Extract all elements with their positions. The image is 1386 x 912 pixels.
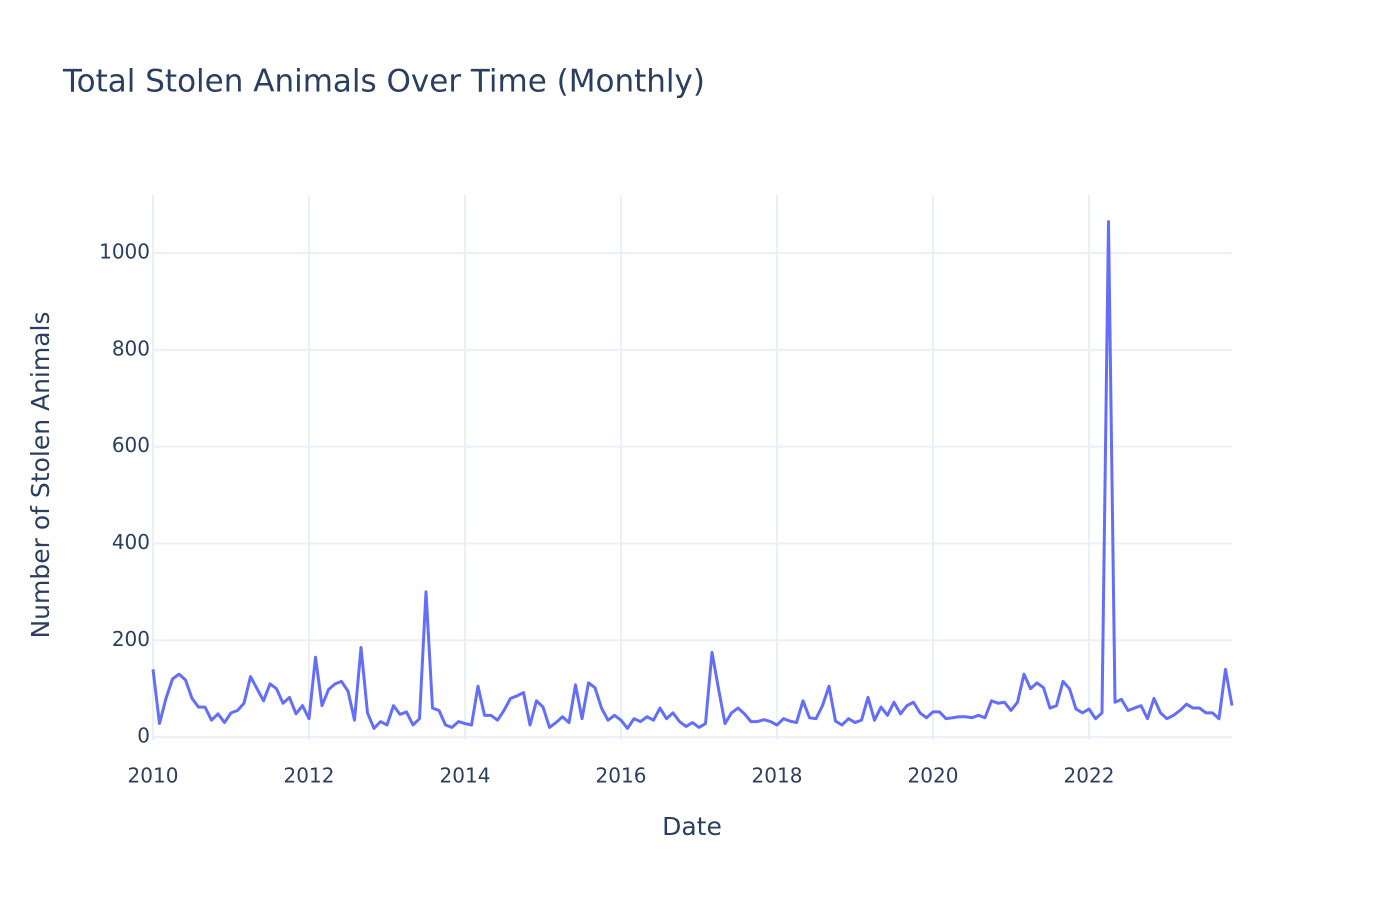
x-tick-label: 2018 <box>752 764 803 788</box>
y-axis-title: Number of Stolen Animals <box>26 311 55 638</box>
y-tick-label: 200 <box>112 627 150 651</box>
y-tick-label: 800 <box>112 336 150 360</box>
y-tick-label: 0 <box>137 724 150 748</box>
y-tick-label: 600 <box>112 433 150 457</box>
x-tick-label: 2022 <box>1064 764 1115 788</box>
y-tick-label: 1000 <box>99 240 150 264</box>
x-tick-label: 2014 <box>440 764 491 788</box>
x-tick-label: 2016 <box>596 764 647 788</box>
x-tick-label: 2020 <box>908 764 959 788</box>
line-series <box>151 220 1234 730</box>
y-tick-label: 400 <box>112 530 150 554</box>
x-axis-title: Date <box>662 812 722 841</box>
x-tick-label: 2010 <box>128 764 179 788</box>
x-tick-label: 2012 <box>284 764 335 788</box>
chart-title: Total Stolen Animals Over Time (Monthly) <box>62 64 705 100</box>
